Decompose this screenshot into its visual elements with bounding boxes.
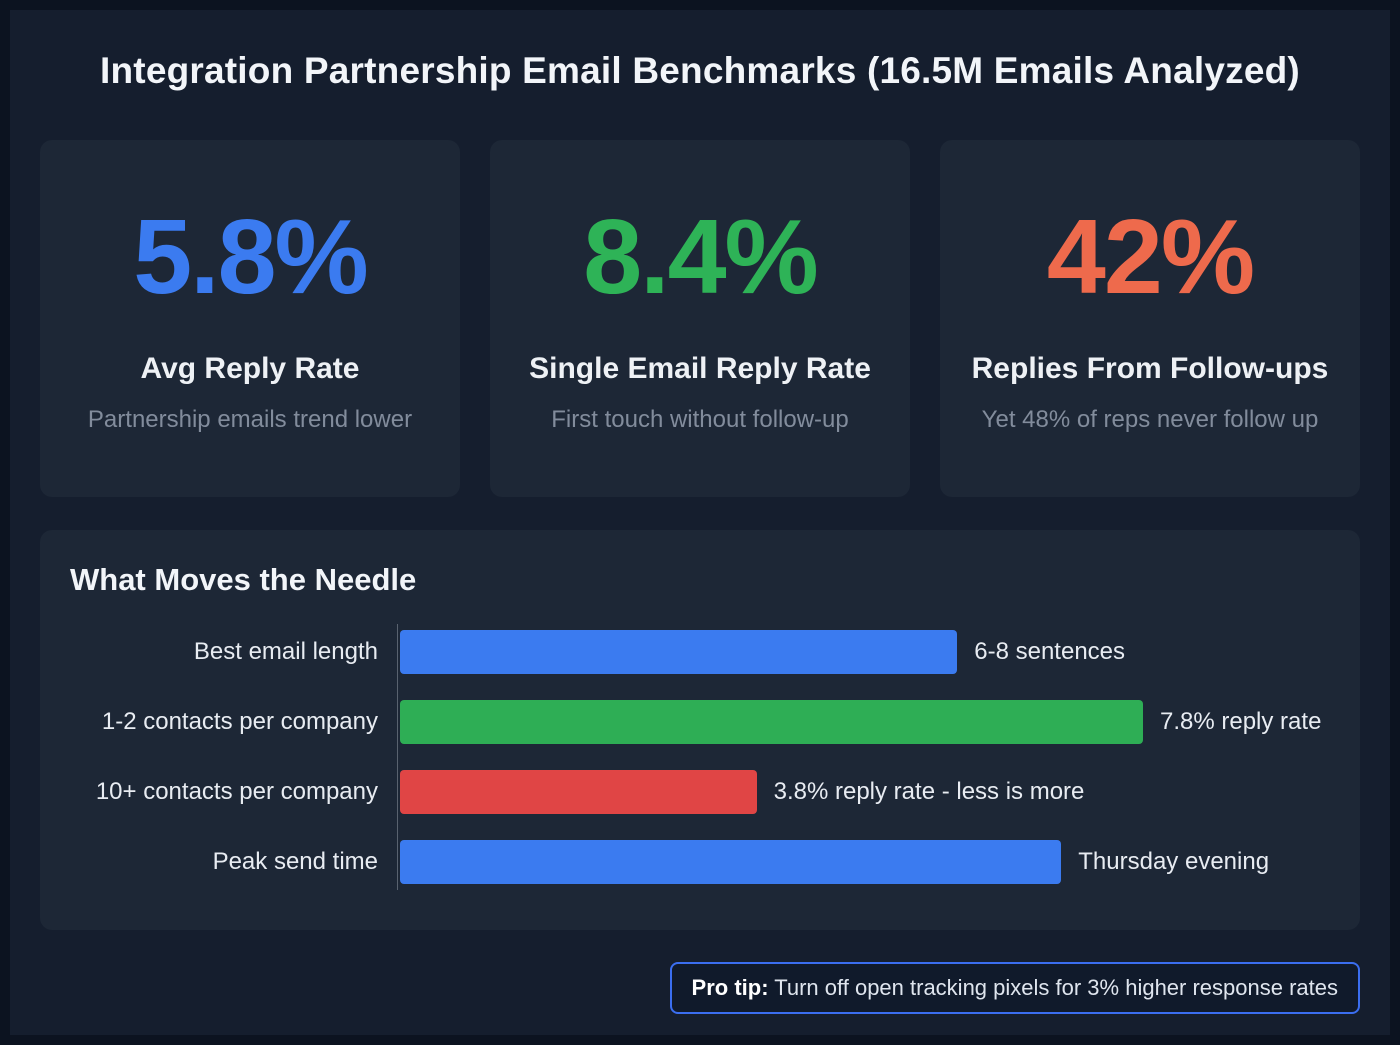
chart-row: 10+ contacts per company 3.8% reply rate… — [70, 770, 1330, 814]
stat-label: Replies From Follow-ups — [971, 351, 1329, 385]
stat-card-single-email-reply-rate: 8.4% Single Email Reply Rate First touch… — [490, 140, 910, 497]
bar-category-label: Best email length — [193, 638, 378, 665]
stat-label: Single Email Reply Rate — [529, 351, 871, 385]
pro-tip-text: Turn off open tracking pixels for 3% hig… — [768, 975, 1338, 1000]
bar-value-label: 7.8% reply rate — [1160, 708, 1322, 735]
stat-value: 42% — [1046, 197, 1255, 316]
chart-row: 1-2 contacts per company 7.8% reply rate — [70, 700, 1330, 744]
pro-tip-callout: Pro tip: Turn off open tracking pixels f… — [669, 962, 1360, 1014]
stat-value: 5.8% — [133, 197, 369, 316]
bar-1-2-contacts — [400, 700, 1143, 744]
stat-subtitle: Yet 48% of reps never follow up — [981, 405, 1319, 433]
chart-axis-line — [397, 624, 398, 890]
bar-area: Thursday evening — [400, 840, 1330, 884]
bar-value-label: Thursday evening — [1078, 848, 1270, 875]
bar-chart-card: What Moves the Needle Best email length … — [40, 530, 1360, 930]
bar-peak-send-time — [400, 840, 1062, 884]
bar-10-plus-contacts — [400, 770, 757, 814]
bar-category-label: 10+ contacts per company — [95, 778, 378, 805]
stat-subtitle: Partnership emails trend lower — [87, 405, 413, 433]
stats-row: 5.8% Avg Reply Rate Partnership emails t… — [40, 140, 1360, 497]
stat-card-avg-reply-rate: 5.8% Avg Reply Rate Partnership emails t… — [40, 140, 460, 497]
bar-category-label: Peak send time — [212, 848, 378, 875]
page-title: Integration Partnership Email Benchmarks… — [100, 50, 1300, 91]
bar-value-label: 3.8% reply rate - less is more — [773, 778, 1085, 805]
bar-area: 7.8% reply rate — [400, 700, 1330, 744]
stat-label: Avg Reply Rate — [140, 351, 360, 385]
chart-row: Best email length 6-8 sentences — [70, 630, 1330, 674]
bar-value-label: 6-8 sentences — [974, 638, 1126, 665]
stat-card-replies-from-follow-ups: 42% Replies From Follow-ups Yet 48% of r… — [940, 140, 1360, 497]
bar-area: 6-8 sentences — [400, 630, 1330, 674]
chart-row: Peak send time Thursday evening — [70, 840, 1330, 884]
stat-subtitle: First touch without follow-up — [551, 405, 849, 433]
bar-area: 3.8% reply rate - less is more — [400, 770, 1330, 814]
bar-best-email-length — [400, 630, 958, 674]
stat-value: 8.4% — [583, 197, 819, 316]
pro-tip-label: Pro tip: — [691, 975, 769, 1000]
chart-title: What Moves the Needle — [70, 562, 417, 597]
bar-chart: Best email length 6-8 sentences 1-2 cont… — [70, 624, 1330, 890]
bar-category-label: 1-2 contacts per company — [101, 708, 378, 735]
pro-tip-row: Pro tip: Turn off open tracking pixels f… — [40, 962, 1360, 1014]
